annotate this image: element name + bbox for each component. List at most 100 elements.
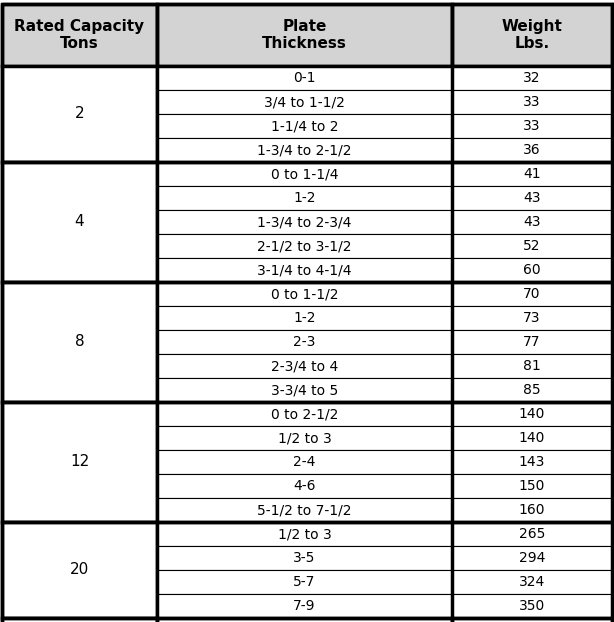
Text: 70: 70 [523, 287, 541, 301]
Bar [157, 498, 452, 522]
Bar [452, 498, 612, 522]
Bar [452, 210, 612, 234]
Bar [452, 186, 612, 210]
Text: 43: 43 [523, 191, 541, 205]
Bar [157, 258, 452, 282]
Bar [157, 546, 452, 570]
Bar [452, 282, 612, 306]
Text: 85: 85 [523, 383, 541, 397]
Bar [157, 474, 452, 498]
Bar [157, 402, 452, 426]
Text: 160: 160 [519, 503, 545, 517]
Bar [452, 114, 612, 138]
Bar [157, 306, 452, 330]
Bar [157, 522, 452, 546]
Bar [452, 138, 612, 162]
Bar [157, 594, 452, 618]
Text: 41: 41 [523, 167, 541, 181]
Text: 2-3: 2-3 [293, 335, 316, 349]
Bar [157, 426, 452, 450]
Bar [452, 402, 612, 426]
Bar [452, 306, 612, 330]
Text: 36: 36 [523, 143, 541, 157]
Text: 33: 33 [523, 119, 541, 133]
Text: 3-3/4 to 5: 3-3/4 to 5 [271, 383, 338, 397]
Text: 20: 20 [70, 562, 89, 577]
Bar [157, 114, 452, 138]
Bar [157, 618, 452, 622]
Text: 143: 143 [519, 455, 545, 469]
Bar [157, 282, 452, 306]
Text: 12: 12 [70, 455, 89, 470]
Text: 60: 60 [523, 263, 541, 277]
Text: 1-3/4 to 2-1/2: 1-3/4 to 2-1/2 [257, 143, 352, 157]
Text: 1/2 to 3: 1/2 to 3 [278, 527, 332, 541]
Bar [2, 522, 157, 618]
Bar [452, 90, 612, 114]
Text: 294: 294 [519, 551, 545, 565]
Bar [2, 282, 157, 402]
Text: 1-2: 1-2 [293, 191, 316, 205]
Bar [452, 546, 612, 570]
Bar [452, 474, 612, 498]
Bar [157, 450, 452, 474]
Bar [2, 402, 157, 522]
Text: 0 to 1-1/4: 0 to 1-1/4 [271, 167, 338, 181]
Text: 43: 43 [523, 215, 541, 229]
Text: 265: 265 [519, 527, 545, 541]
Text: 2-1/2 to 3-1/2: 2-1/2 to 3-1/2 [257, 239, 352, 253]
Bar [2, 66, 157, 162]
Bar [157, 186, 452, 210]
Bar [2, 618, 157, 622]
Text: 4: 4 [75, 215, 84, 230]
Text: 1/2 to 3: 1/2 to 3 [278, 431, 332, 445]
Text: 140: 140 [519, 407, 545, 421]
Bar [157, 66, 452, 90]
Bar [452, 4, 612, 66]
Bar [2, 4, 157, 66]
Text: 3-5: 3-5 [293, 551, 316, 565]
Text: 1-2: 1-2 [293, 311, 316, 325]
Text: 33: 33 [523, 95, 541, 109]
Bar [157, 570, 452, 594]
Bar [452, 162, 612, 186]
Text: 150: 150 [519, 479, 545, 493]
Text: 77: 77 [523, 335, 541, 349]
Text: 52: 52 [523, 239, 541, 253]
Text: 3-1/4 to 4-1/4: 3-1/4 to 4-1/4 [257, 263, 352, 277]
Text: 5-1/2 to 7-1/2: 5-1/2 to 7-1/2 [257, 503, 352, 517]
Bar [157, 162, 452, 186]
Bar [452, 354, 612, 378]
Text: 2-3/4 to 4: 2-3/4 to 4 [271, 359, 338, 373]
Text: Rated Capacity
Tons: Rated Capacity Tons [15, 19, 144, 51]
Text: 8: 8 [75, 335, 84, 350]
Bar [452, 378, 612, 402]
Text: 81: 81 [523, 359, 541, 373]
Text: Weight
Lbs.: Weight Lbs. [502, 19, 562, 51]
Text: 73: 73 [523, 311, 541, 325]
Text: 350: 350 [519, 599, 545, 613]
Text: 324: 324 [519, 575, 545, 589]
Bar [157, 138, 452, 162]
Bar [452, 450, 612, 474]
Bar [2, 162, 157, 282]
Text: 2: 2 [75, 106, 84, 121]
Bar [452, 66, 612, 90]
Bar [157, 4, 452, 66]
Bar [452, 594, 612, 618]
Text: Plate
Thickness: Plate Thickness [262, 19, 347, 51]
Bar [452, 426, 612, 450]
Bar [452, 258, 612, 282]
Bar [452, 234, 612, 258]
Bar [157, 378, 452, 402]
Bar [157, 354, 452, 378]
Bar [452, 522, 612, 546]
Text: 0 to 1-1/2: 0 to 1-1/2 [271, 287, 338, 301]
Bar [452, 570, 612, 594]
Bar [157, 330, 452, 354]
Text: 0 to 2-1/2: 0 to 2-1/2 [271, 407, 338, 421]
Text: 4-6: 4-6 [293, 479, 316, 493]
Text: 0-1: 0-1 [293, 71, 316, 85]
Bar [452, 618, 612, 622]
Bar [452, 330, 612, 354]
